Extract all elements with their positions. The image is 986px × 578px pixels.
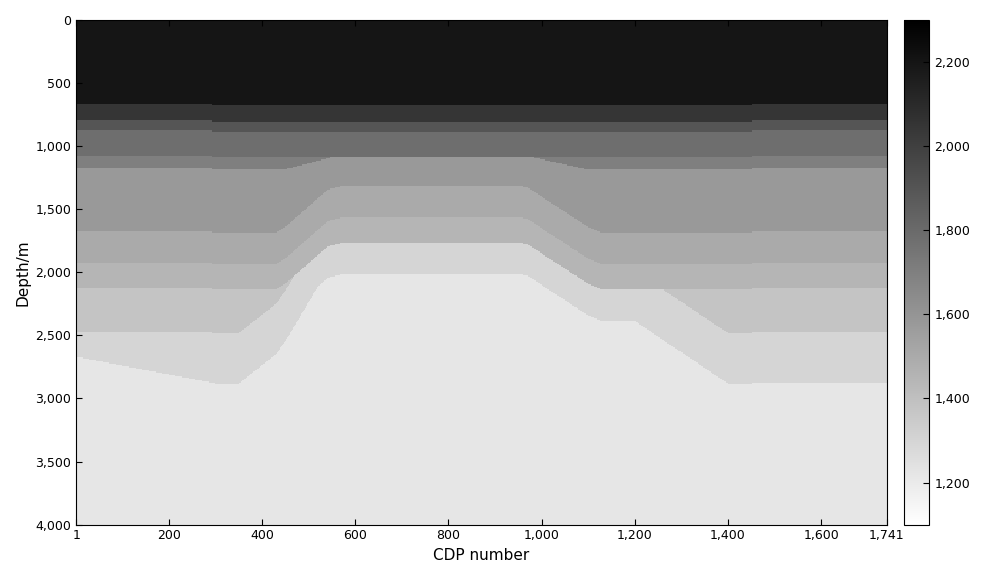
Y-axis label: Depth/m: Depth/m [15,239,30,306]
X-axis label: CDP number: CDP number [434,548,529,563]
